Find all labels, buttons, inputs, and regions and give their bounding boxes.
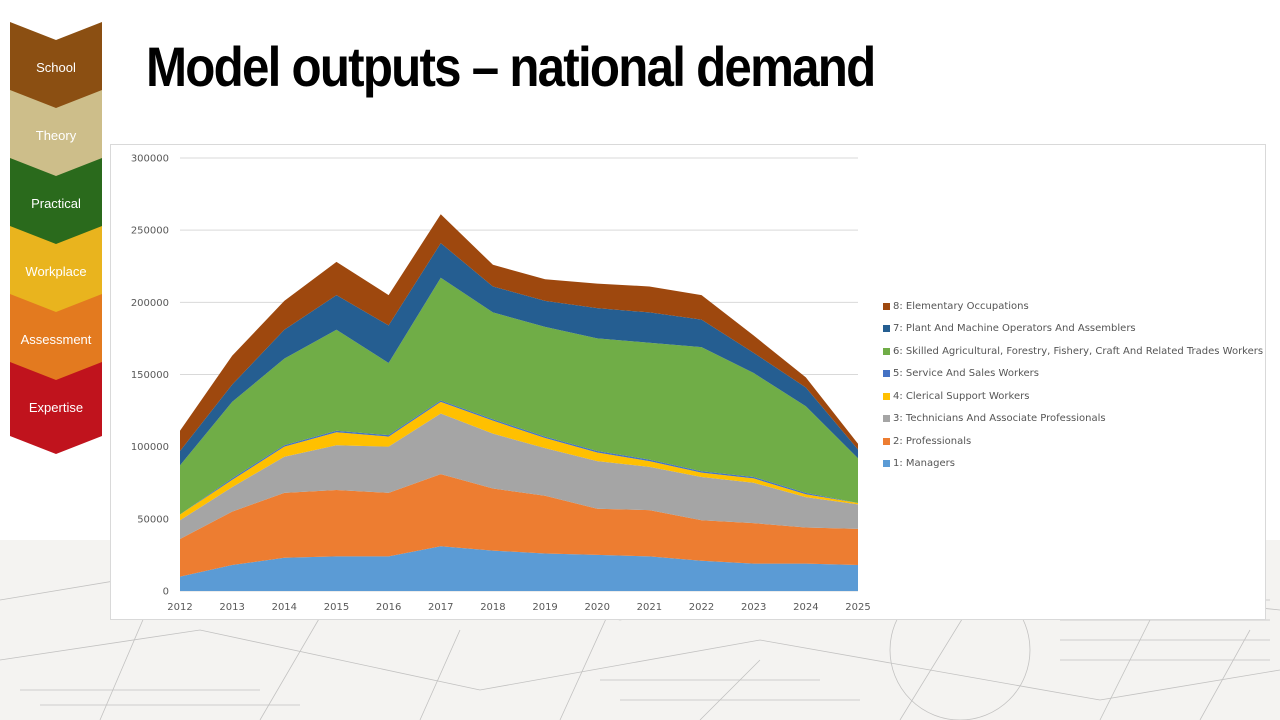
legend-entry: 2: Professionals <box>883 430 1263 453</box>
area-series <box>180 413 858 540</box>
legend-entry: 7: Plant And Machine Operators And Assem… <box>883 318 1263 341</box>
x-tick-label: 2018 <box>480 602 505 613</box>
legend-label: 5: Service And Sales Workers <box>893 368 1039 380</box>
chevron-label: Expertise <box>28 400 84 415</box>
legend-label: 4: Clerical Support Workers <box>893 390 1030 402</box>
legend-swatch <box>883 437 890 445</box>
legend-swatch <box>883 325 890 333</box>
legend-label: 2: Professionals <box>893 435 972 447</box>
legend-entry: 4: Clerical Support Workers <box>883 385 1263 408</box>
area-series <box>180 546 858 591</box>
y-tick-label: 100000 <box>131 442 169 453</box>
x-tick-label: 2017 <box>428 602 453 613</box>
x-tick-label: 2015 <box>324 602 349 613</box>
x-tick-label: 2016 <box>376 602 401 613</box>
legend-entry: 8: Elementary Occupations <box>883 295 1263 318</box>
legend-entry: 3: Technicians And Associate Professiona… <box>883 408 1263 431</box>
x-tick-label: 2012 <box>167 602 192 613</box>
x-tick-label: 2021 <box>637 602 662 613</box>
area-series <box>180 277 858 515</box>
legend-swatch <box>883 302 890 310</box>
legend-swatch <box>883 392 890 400</box>
legend-label: 6: Skilled Agricultural, Forestry, Fishe… <box>893 345 1264 357</box>
x-tick-label: 2025 <box>845 602 870 613</box>
legend-swatch <box>883 347 890 355</box>
legend-label: 3: Technicians And Associate Professiona… <box>893 413 1106 425</box>
legend-label: 7: Plant And Machine Operators And Assem… <box>893 323 1136 335</box>
y-tick-label: 0 <box>163 587 169 598</box>
legend-entry: 5: Service And Sales Workers <box>883 363 1263 386</box>
area-series <box>180 214 858 451</box>
chevron-label: Practical <box>31 196 81 211</box>
legend-swatch <box>883 460 890 468</box>
y-tick-label: 250000 <box>131 226 169 237</box>
legend-entry: 6: Skilled Agricultural, Forestry, Fishe… <box>883 340 1263 363</box>
y-tick-label: 200000 <box>131 298 169 309</box>
chart-legend: 8: Elementary Occupations 7: Plant And Ma… <box>883 295 1263 475</box>
chevron-label: Theory <box>35 128 77 143</box>
y-tick-label: 300000 <box>131 154 169 165</box>
chevron-label: Workplace <box>25 264 87 279</box>
x-tick-label: 2020 <box>585 602 610 613</box>
legend-label: 8: Elementary Occupations <box>893 300 1029 312</box>
y-tick-label: 50000 <box>137 514 169 525</box>
x-tick-label: 2023 <box>741 602 766 613</box>
x-tick-label: 2024 <box>793 602 818 613</box>
legend-label: 1: Managers <box>893 458 955 470</box>
stacked-area-chart: 0 50000 100000 150000 200000 250000 300000 2012… <box>131 154 871 614</box>
legend-swatch <box>883 415 890 423</box>
x-tick-label: 2019 <box>532 602 557 613</box>
legend-entry: 1: Managers <box>883 453 1263 476</box>
y-tick-label: 150000 <box>131 370 169 381</box>
area-series <box>180 243 858 466</box>
chevron-label: School <box>36 60 76 75</box>
page-title: Model outputs – national demand <box>146 35 876 98</box>
x-tick-label: 2022 <box>689 602 714 613</box>
chevron-label: Assessment <box>20 332 92 347</box>
x-tick-label: 2014 <box>272 602 297 613</box>
area-series <box>180 474 858 577</box>
legend-swatch <box>883 370 890 378</box>
x-tick-label: 2013 <box>219 602 244 613</box>
chart-container: 0 50000 100000 150000 200000 250000 300000 2012… <box>110 144 1266 620</box>
